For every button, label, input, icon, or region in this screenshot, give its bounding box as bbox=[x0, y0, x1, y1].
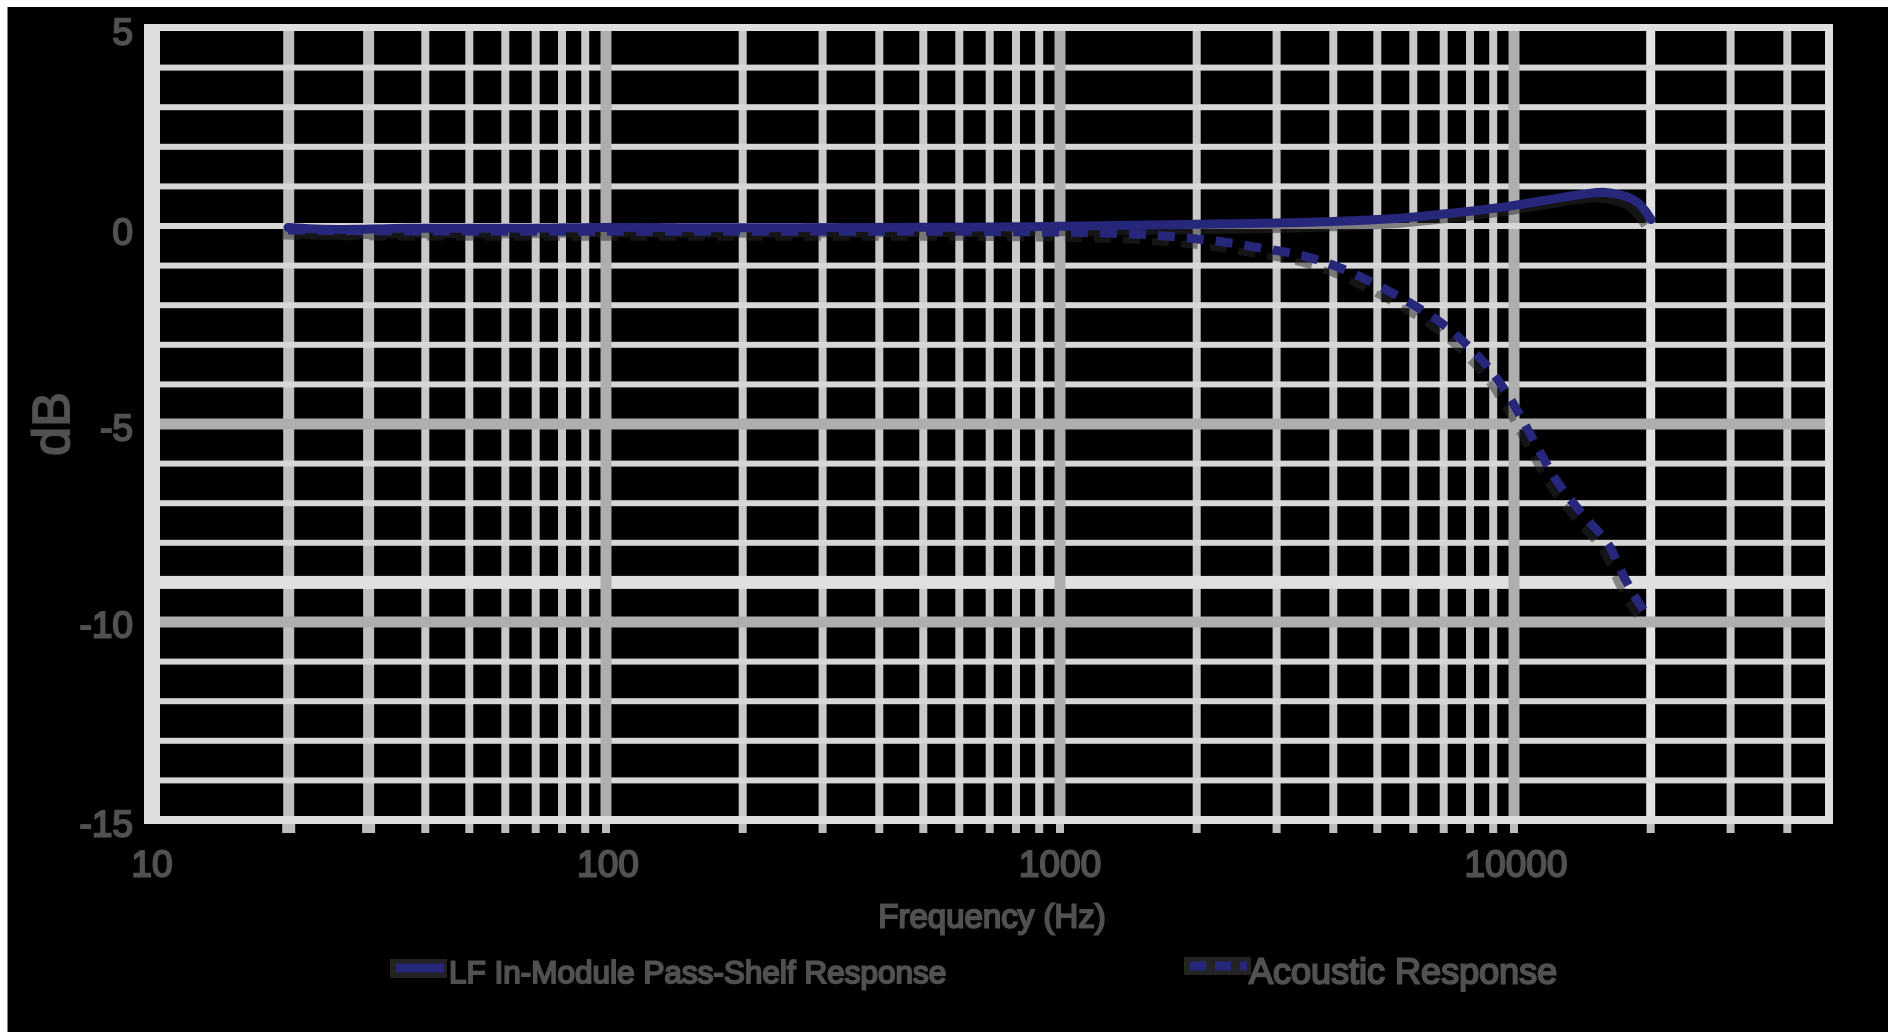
svg-text:100: 100 bbox=[577, 844, 639, 885]
svg-text:-15: -15 bbox=[80, 804, 133, 845]
svg-text:1000: 1000 bbox=[1019, 844, 1101, 885]
svg-text:10000: 10000 bbox=[1465, 844, 1568, 885]
svg-text:dB: dB bbox=[23, 392, 81, 456]
svg-text:0: 0 bbox=[112, 212, 133, 253]
svg-text:10: 10 bbox=[131, 844, 172, 885]
svg-text:LF In-Module Pass-Shelf Respon: LF In-Module Pass-Shelf Response bbox=[449, 954, 946, 990]
svg-text:Frequency (Hz): Frequency (Hz) bbox=[878, 898, 1105, 935]
svg-text:Acoustic Response: Acoustic Response bbox=[1249, 951, 1557, 992]
svg-text:5: 5 bbox=[112, 12, 133, 53]
svg-text:-5: -5 bbox=[100, 408, 133, 449]
svg-text:-10: -10 bbox=[80, 605, 133, 646]
